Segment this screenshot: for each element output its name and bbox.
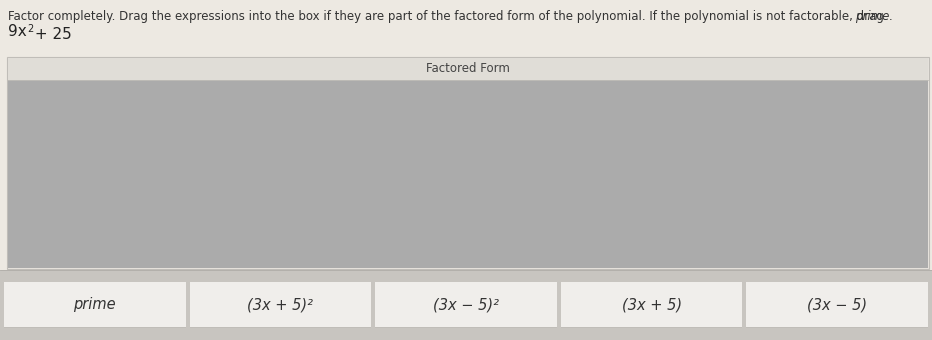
FancyBboxPatch shape — [561, 282, 743, 327]
Text: 2: 2 — [27, 24, 34, 34]
FancyBboxPatch shape — [189, 282, 371, 328]
FancyBboxPatch shape — [7, 57, 929, 269]
FancyBboxPatch shape — [376, 282, 556, 327]
Text: + 25: + 25 — [30, 27, 72, 42]
FancyBboxPatch shape — [0, 270, 932, 340]
FancyBboxPatch shape — [4, 282, 185, 327]
Text: prime.: prime. — [855, 10, 893, 23]
Text: (3x + 5): (3x + 5) — [622, 297, 681, 312]
Text: prime: prime — [74, 297, 116, 312]
FancyBboxPatch shape — [747, 282, 928, 327]
Text: Factor completely. Drag the expressions into the box if they are part of the fac: Factor completely. Drag the expressions … — [8, 10, 887, 23]
Text: (3x + 5)²: (3x + 5)² — [247, 297, 313, 312]
FancyBboxPatch shape — [4, 282, 185, 328]
Text: (3x − 5): (3x − 5) — [807, 297, 868, 312]
FancyBboxPatch shape — [8, 80, 928, 268]
FancyBboxPatch shape — [189, 282, 371, 327]
Text: 9x: 9x — [8, 24, 27, 39]
FancyBboxPatch shape — [747, 282, 928, 328]
FancyBboxPatch shape — [8, 58, 928, 80]
Text: Factored Form: Factored Form — [426, 63, 510, 75]
FancyBboxPatch shape — [376, 282, 556, 328]
FancyBboxPatch shape — [561, 282, 743, 328]
Text: (3x − 5)²: (3x − 5)² — [433, 297, 499, 312]
